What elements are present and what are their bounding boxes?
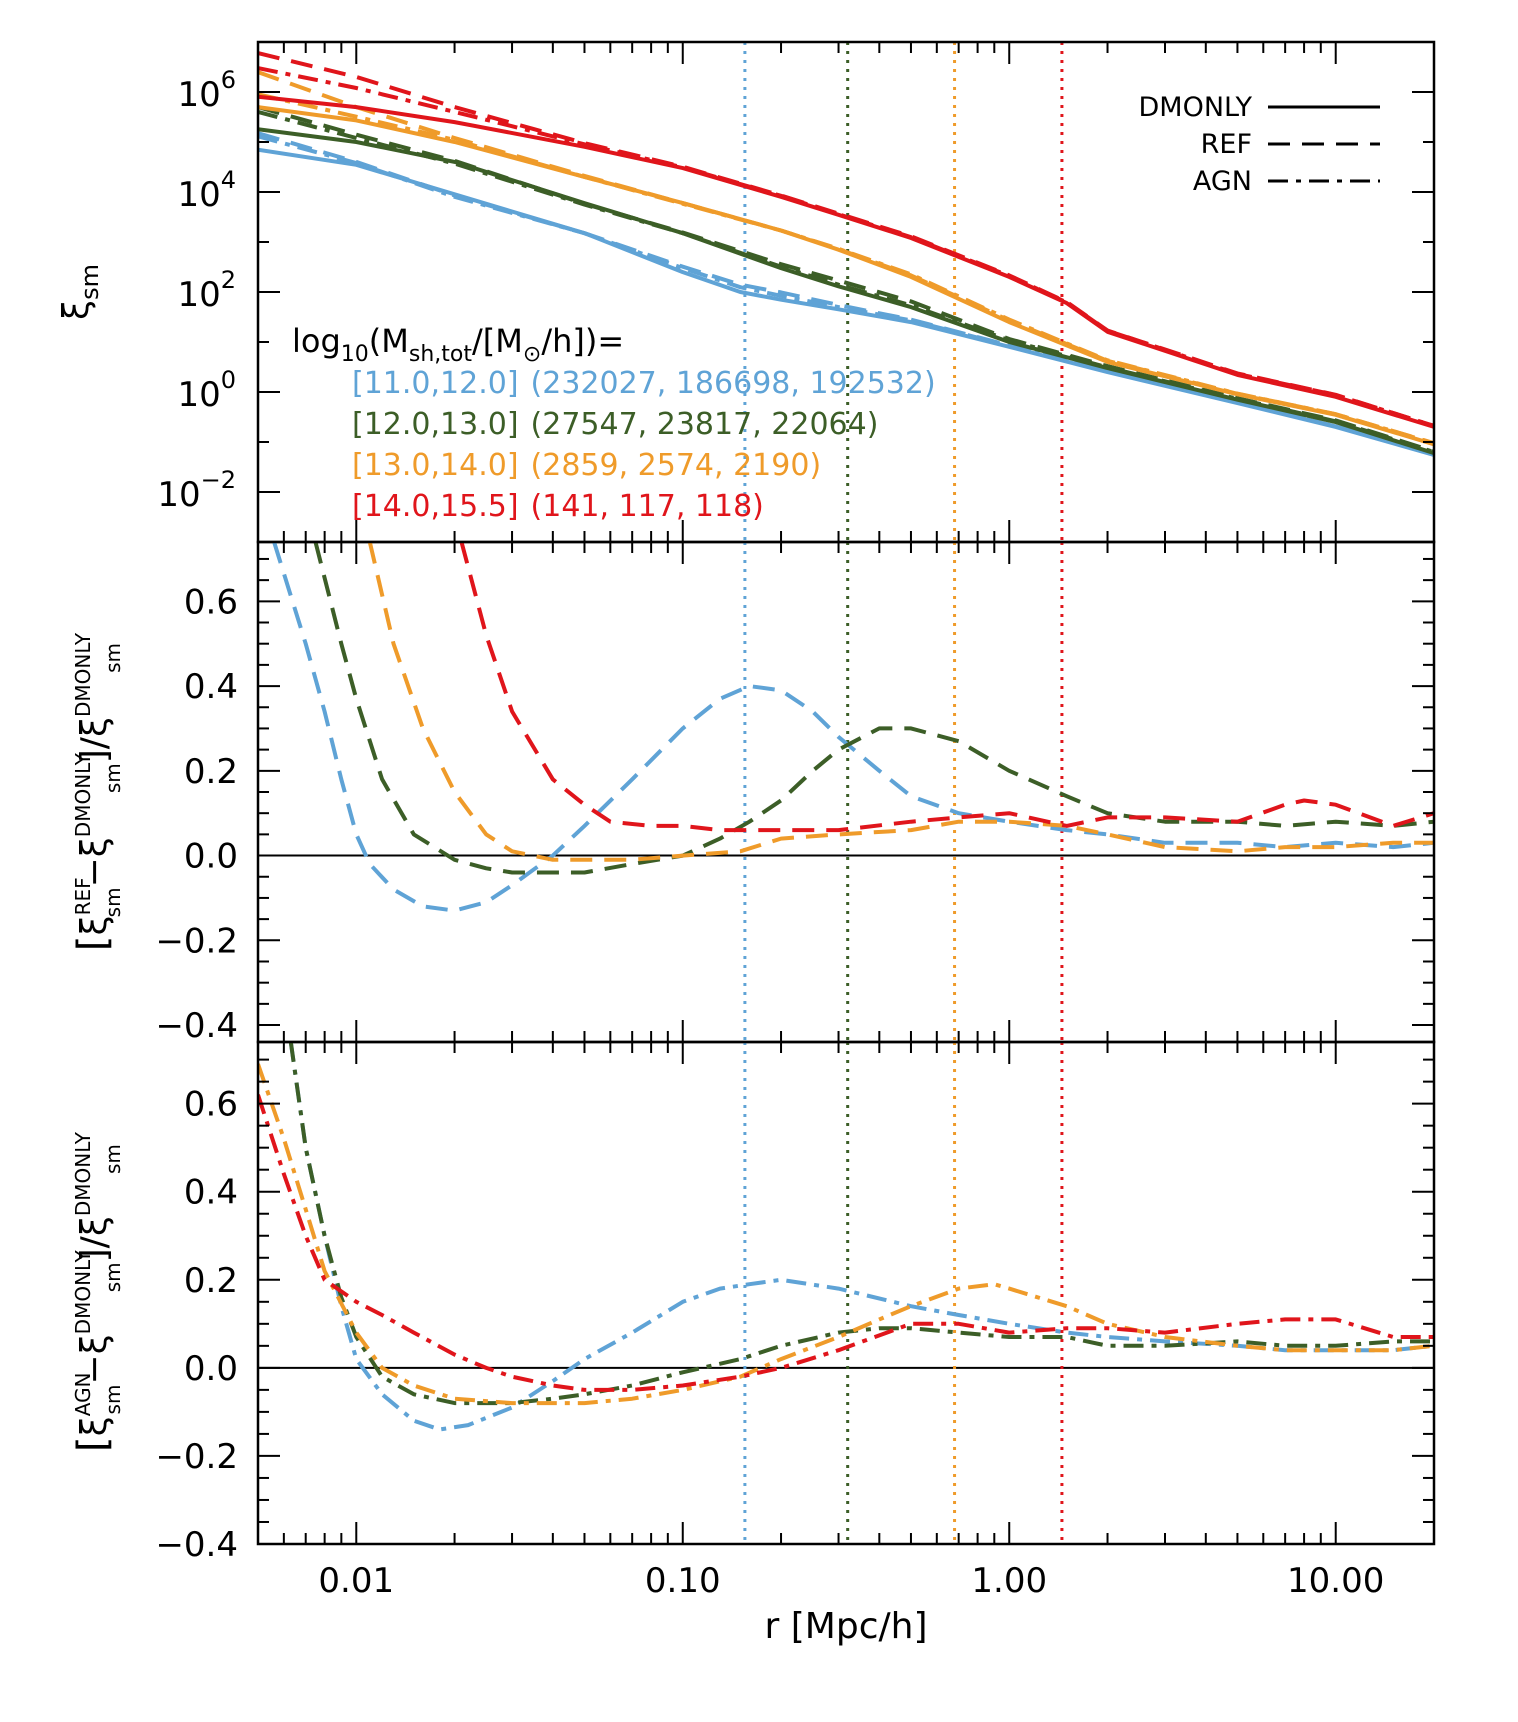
ylabel-middle: [ξREF sm−ξDMONLY sm]/ξDMONLY sm xyxy=(70,632,125,951)
y-tick-label: 0.6 xyxy=(184,1085,238,1125)
axis-titles: ξsm [ξREF sm−ξDMONLY sm]/ξDMONLY sm [ξAGN sm−ξ… xyxy=(56,264,927,1647)
y-tick-label: 0.0 xyxy=(184,1349,238,1389)
y-tick-label: 0.4 xyxy=(184,667,238,707)
y-tick-label: 102 xyxy=(177,266,236,315)
x-tick-label: 1.00 xyxy=(971,1561,1047,1601)
y-tick-label: −0.2 xyxy=(155,1437,238,1477)
xlabel: r [Mpc/h] xyxy=(765,1606,928,1647)
series-top-dashed-bin1 xyxy=(258,105,1434,454)
plot-area-top xyxy=(258,42,1434,542)
bin-range: [14.0,15.5] xyxy=(352,489,519,524)
ylabel-bottom: [ξAGN sm−ξDMONLY sm]/ξDMONLY sm xyxy=(70,1131,125,1452)
x-tick-label: 0.01 xyxy=(318,1561,394,1601)
series-middle-dashed-bin2 xyxy=(367,542,1434,862)
series-bottom-dashdot-bin1 xyxy=(288,1042,1434,1406)
y-tick-label: 104 xyxy=(177,166,236,215)
series-bottom-dashdot-bin3 xyxy=(258,1094,1434,1392)
series-middle-dashed-bin3 xyxy=(459,542,1434,833)
series-middle-dashed-bin1 xyxy=(313,542,1434,875)
y-tick-label: 100 xyxy=(177,366,236,415)
series-top-dashdot-bin0 xyxy=(258,134,1434,457)
x-tick-label: 10.00 xyxy=(1287,1561,1384,1601)
panel-top-correlation-function: 106 104 102 100 10−2 DMONLY REF AGN log10(Msh,to… xyxy=(157,40,1436,544)
y-tick-label: 0.4 xyxy=(184,1173,238,1213)
y-tick-label: 0.2 xyxy=(184,1261,238,1301)
plot-area-middle xyxy=(258,542,1434,1042)
y-tick-label: −0.4 xyxy=(155,1525,238,1565)
bin-counts: (27547, 23817, 22064) xyxy=(531,407,879,442)
bin-title: log10(Msh,tot/[M⊙/h])= xyxy=(292,322,624,367)
y-tick-label: 0.2 xyxy=(184,752,238,792)
y-tick-label: 106 xyxy=(177,66,236,115)
legend-label-solid: DMONLY xyxy=(1139,92,1253,123)
series-bottom-dashdot-bin0 xyxy=(288,1042,1434,1432)
series-middle-dashed-bin0 xyxy=(272,542,1434,913)
series-bottom-dashdot-bin2 xyxy=(258,1063,1434,1406)
bin-counts: (232027, 186698, 192532) xyxy=(531,366,936,401)
bin-counts: (141, 117, 118) xyxy=(531,489,764,524)
y-tick-label: −0.4 xyxy=(155,1006,238,1046)
series-top-solid-bin3 xyxy=(258,94,1434,429)
series-top-dashdot-bin3 xyxy=(258,66,1434,428)
bin-entry-3: [14.0,15.5] (141, 117, 118) xyxy=(352,489,764,524)
plot-area-bottom xyxy=(258,1042,1434,1544)
ylabel-top: ξsm xyxy=(56,264,104,320)
bin-entry-0: [11.0,12.0] (232027, 186698, 192532) xyxy=(352,366,936,401)
panel-middle-ref-difference: 0.6 0.4 0.2 0.0 −0.2 −0.4 xyxy=(155,540,1436,1046)
legend-label-dashdot: AGN xyxy=(1193,166,1252,197)
panel-bottom-agn-difference: 0.6 0.4 0.2 0.0 −0.2 −0.4 0.01 0.10 1.00 10.00 xyxy=(155,1040,1436,1601)
y-tick-label: 0.0 xyxy=(184,837,238,877)
bin-range: [13.0,14.0] xyxy=(352,448,519,483)
bin-range: [12.0,13.0] xyxy=(352,407,519,442)
bin-entry-1: [12.0,13.0] (27547, 23817, 22064) xyxy=(352,407,878,442)
legend-label-dashed: REF xyxy=(1201,129,1252,160)
series-top-dashdot-bin2 xyxy=(258,92,1434,446)
y-tick-label: 10−2 xyxy=(157,466,236,515)
frame-bottom xyxy=(256,1040,1436,1546)
x-tick-label: 0.10 xyxy=(645,1561,721,1601)
legend: DMONLY REF AGN xyxy=(1139,92,1380,197)
y-tick-label: −0.2 xyxy=(155,921,238,961)
series-top-dashdot-bin1 xyxy=(258,109,1434,454)
y-tick-label: 0.6 xyxy=(184,582,238,622)
bin-range: [11.0,12.0] xyxy=(352,366,519,401)
bin-counts: (2859, 2574, 2190) xyxy=(531,448,822,483)
bin-entry-2: [13.0,14.0] (2859, 2574, 2190) xyxy=(352,448,821,483)
